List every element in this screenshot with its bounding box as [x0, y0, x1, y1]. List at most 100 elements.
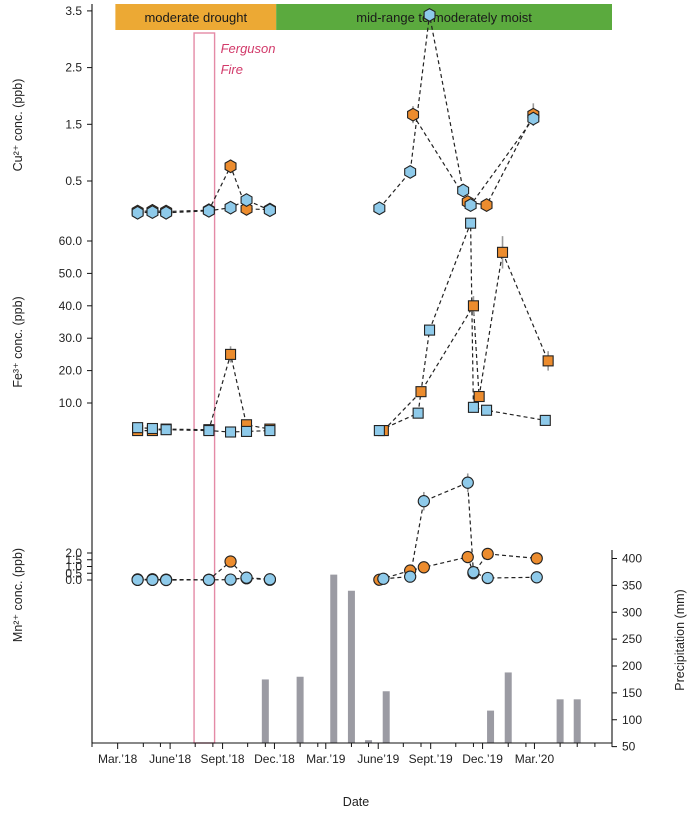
mn-orange-point [417, 561, 430, 574]
band-label-0: moderate drought [144, 10, 247, 25]
climate-bands: moderate drought mid-range to moderately … [115, 4, 612, 30]
precip-bar [382, 691, 390, 743]
precip-bar [330, 574, 338, 743]
fe-orange-point [496, 246, 509, 258]
x-tick-label: Mar.’20 [515, 752, 555, 766]
mn-y-tick-label: 1.0 [65, 560, 82, 574]
mn-blue-line [383, 481, 537, 580]
precip-bar [261, 679, 269, 743]
mn-blue-point [467, 566, 480, 579]
fe-blue-point [264, 424, 276, 437]
fe-blue-point [423, 324, 436, 336]
fe-y-tick-label: 20.0 [59, 364, 83, 378]
precip-y-tick-label: 200 [622, 659, 642, 673]
cu-blue-point [160, 205, 173, 220]
fe-y-tick-label: 30.0 [59, 331, 83, 345]
axes: Mar.’18 June’18 Sept.’18 Dec.’18 Mar.’19 June… [11, 4, 642, 766]
cu-orange-line [412, 114, 534, 206]
precip-bar [504, 672, 512, 743]
cu-blue-point [263, 203, 276, 218]
precip-y-tick-label: 50 [622, 740, 636, 754]
mn-blue-point [146, 573, 159, 587]
fe-blue-point [539, 414, 551, 426]
precip-y-tick-label: 350 [622, 578, 642, 592]
cu-blue-point [457, 183, 470, 198]
fe-orange-point [225, 348, 237, 360]
fe-blue-point [240, 425, 253, 437]
precip-y-tick-label: 250 [622, 632, 642, 646]
cu-y-tick-label: 1.5 [65, 117, 82, 131]
mn-blue-point [224, 573, 237, 586]
fe-blue-point [225, 426, 237, 438]
mn-blue-point [461, 476, 474, 489]
fe-orange-point [467, 300, 479, 312]
fe-orange-point [415, 386, 427, 398]
fe-blue-point [412, 407, 424, 419]
fe-orange-line [137, 354, 271, 432]
fire-label-line1: Ferguson [221, 41, 276, 56]
x-axis-title: Date [343, 795, 369, 809]
fe-blue-point [481, 404, 493, 416]
mn-blue-point [240, 571, 253, 584]
mn-blue-series [131, 476, 543, 587]
fe-orange-line [382, 250, 549, 432]
x-tick-label: Dec.’18 [254, 752, 295, 766]
precip-bar [347, 590, 355, 743]
cu-blue-point [527, 111, 540, 126]
precipitation-axis-title: Precipitation (mm) [673, 589, 687, 690]
x-tick-label: Dec.’19 [462, 752, 503, 766]
cu-blue-point [224, 200, 237, 215]
cu-blue-point [404, 164, 417, 179]
mn-blue-point [131, 573, 144, 587]
fe-y-axis-title: Fe³⁺ conc. (ppb) [11, 296, 25, 387]
fe-orange-point [542, 355, 554, 367]
cu-blue-line [378, 14, 534, 209]
precip-bar [556, 699, 564, 743]
cu-blue-point [131, 205, 144, 220]
fe-blue-point [132, 422, 144, 434]
fe-blue-point [373, 424, 385, 437]
fire-window [193, 32, 216, 744]
mn-blue-point [377, 572, 390, 585]
fe-blue-point [160, 424, 172, 436]
mn-y-axis-title: Mn²⁺ conc. (ppb) [11, 548, 25, 642]
x-tick-label: Sept.’18 [201, 752, 245, 766]
cu-y-tick-label: 3.5 [65, 4, 82, 18]
fe-y-tick-label: 10.0 [59, 396, 83, 410]
precip-y-tick-label: 400 [622, 552, 642, 566]
mn-orange-point [530, 552, 543, 565]
cu-blue-series [131, 7, 540, 220]
mn-blue-point [263, 573, 277, 586]
fe-y-tick-label: 60.0 [59, 234, 83, 248]
fe-blue-point [146, 422, 158, 435]
mn-orange-point [461, 550, 474, 564]
precip-bar [487, 710, 495, 743]
mn-blue-point [159, 573, 173, 587]
band-label-1: mid-range to moderately moist [356, 10, 532, 25]
x-tick-label: Mar.’19 [306, 752, 346, 766]
fe-blue-point [465, 217, 477, 229]
mn-y-tick-label: 0.5 [65, 566, 82, 580]
x-tick-label: Mar.’18 [98, 752, 138, 766]
cu-blue-point [373, 201, 386, 216]
mn-blue-point [404, 570, 417, 583]
cu-blue-point [146, 205, 159, 220]
cu-y-tick-label: 0.5 [65, 174, 82, 188]
cu-y-axis-title: Cu²⁺ conc. (ppb) [11, 79, 25, 172]
cu-orange-point [407, 107, 420, 122]
precip-y-tick-label: 150 [622, 686, 642, 700]
cu-blue-point [464, 198, 477, 213]
band-0 [115, 4, 277, 30]
mn-orange-point [481, 547, 494, 561]
data-series [131, 7, 554, 587]
band-1 [276, 4, 612, 30]
x-tick-label: June’19 [357, 752, 399, 766]
cu-blue-point [423, 7, 436, 22]
precip-bar [365, 740, 373, 743]
precip-bar [573, 699, 581, 743]
x-tick-label: Sept.’19 [409, 752, 453, 766]
mn-y-tick-label: 0.0 [65, 573, 82, 587]
fire-marker: Ferguson Fire [193, 32, 276, 744]
mn-y-tick-label: 2.0 [65, 546, 82, 560]
precip-bar [296, 676, 304, 743]
